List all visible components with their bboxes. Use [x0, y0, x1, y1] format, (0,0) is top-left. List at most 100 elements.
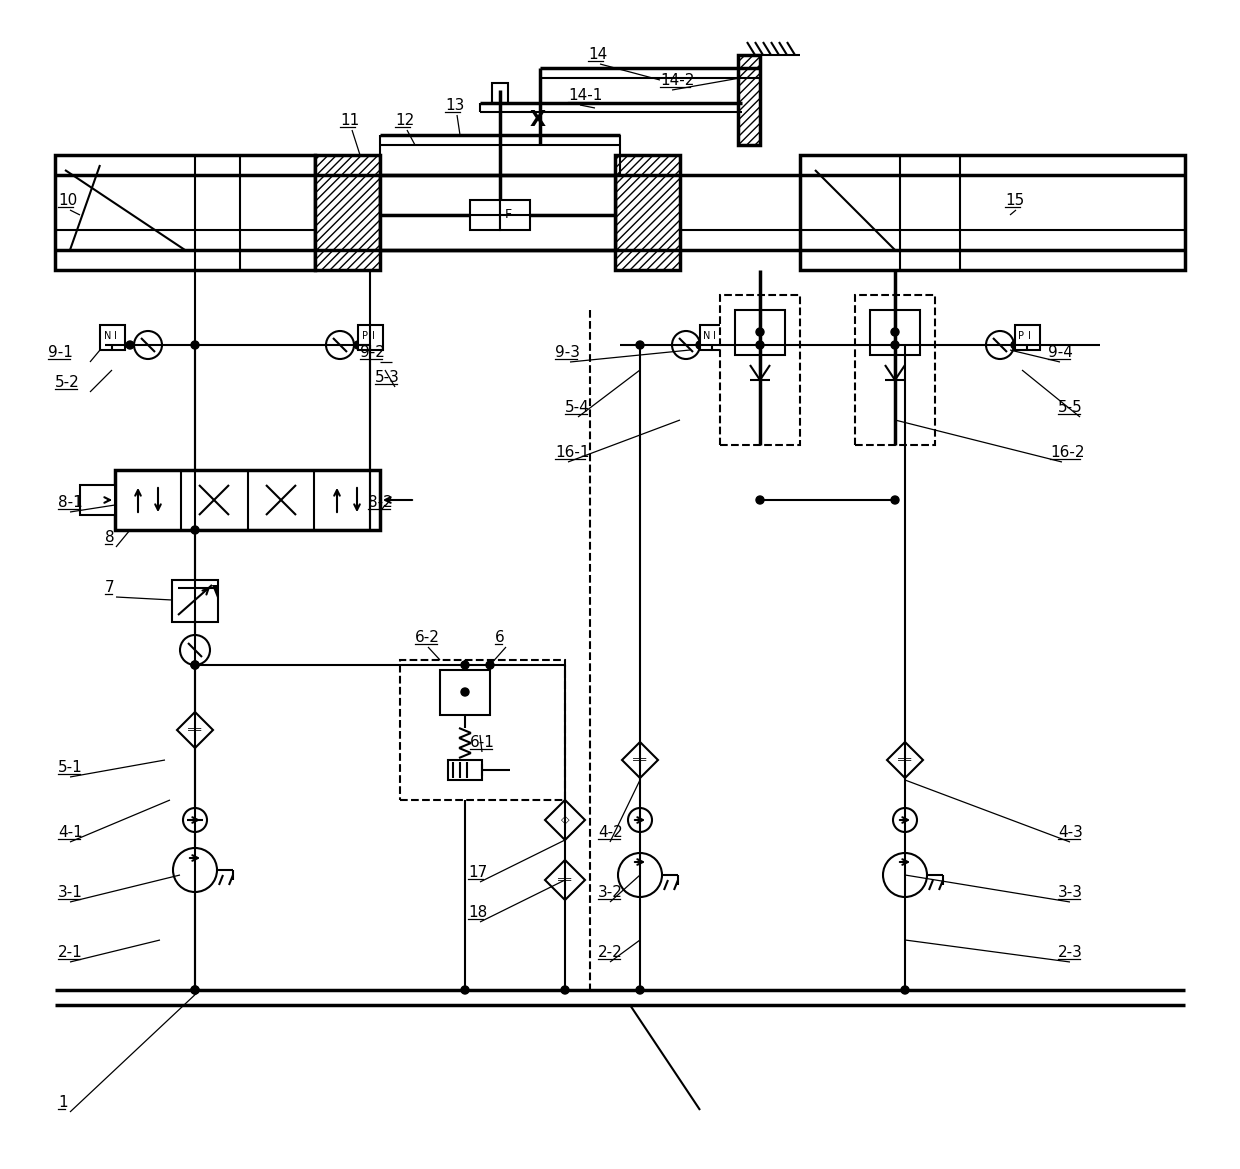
Bar: [1016, 325, 1040, 350]
Circle shape: [883, 853, 928, 897]
Text: 8-1: 8-1: [58, 494, 83, 510]
Text: 10: 10: [58, 193, 77, 208]
Text: 9-3: 9-3: [556, 345, 580, 360]
Circle shape: [627, 808, 652, 832]
Circle shape: [756, 341, 764, 350]
Text: 5-3: 5-3: [374, 371, 399, 385]
Bar: [401, 660, 565, 800]
Text: 3-2: 3-2: [598, 885, 622, 900]
Text: 6: 6: [495, 630, 505, 645]
Circle shape: [191, 985, 198, 994]
Text: I: I: [1028, 331, 1030, 341]
Text: 3-1: 3-1: [58, 885, 83, 900]
Circle shape: [756, 328, 764, 336]
Text: 3-3: 3-3: [1058, 885, 1083, 900]
Text: 2-2: 2-2: [598, 945, 622, 960]
Text: 8-2: 8-2: [368, 494, 393, 510]
Bar: [735, 310, 785, 355]
Bar: [870, 310, 920, 355]
Polygon shape: [177, 712, 213, 748]
Text: 4-1: 4-1: [58, 825, 83, 841]
Bar: [492, 83, 508, 103]
Bar: [856, 295, 935, 445]
Bar: [55, 155, 315, 270]
Circle shape: [892, 496, 899, 504]
Bar: [81, 485, 115, 516]
Polygon shape: [212, 584, 218, 600]
Text: P: P: [362, 331, 368, 341]
Bar: [448, 760, 482, 780]
Circle shape: [366, 341, 374, 350]
Circle shape: [892, 328, 899, 336]
Circle shape: [180, 635, 210, 665]
Circle shape: [560, 985, 569, 994]
Circle shape: [901, 985, 909, 994]
Circle shape: [486, 660, 494, 669]
Text: 14: 14: [588, 47, 608, 62]
Circle shape: [696, 341, 704, 350]
Bar: [358, 325, 383, 350]
Text: 4-3: 4-3: [1058, 825, 1083, 841]
Bar: [440, 670, 490, 715]
Text: X: X: [529, 110, 546, 130]
Circle shape: [126, 341, 134, 350]
Bar: [615, 155, 680, 270]
Circle shape: [893, 808, 918, 832]
Text: 15: 15: [1004, 193, 1024, 208]
Polygon shape: [546, 800, 585, 841]
Bar: [470, 200, 500, 230]
Circle shape: [191, 660, 198, 669]
Circle shape: [461, 985, 469, 994]
Text: 2-1: 2-1: [58, 945, 83, 960]
Text: 9-2: 9-2: [360, 345, 384, 360]
Text: 8: 8: [105, 530, 114, 545]
Circle shape: [636, 985, 644, 994]
Text: ==: ==: [557, 876, 573, 885]
Text: 4-2: 4-2: [598, 825, 622, 841]
Text: 2-3: 2-3: [1058, 945, 1083, 960]
Text: 16-1: 16-1: [556, 445, 589, 459]
Circle shape: [191, 985, 198, 994]
Circle shape: [618, 853, 662, 897]
Bar: [379, 175, 615, 250]
Text: 7: 7: [105, 580, 114, 595]
Circle shape: [191, 526, 198, 534]
Text: 17: 17: [467, 865, 487, 880]
Circle shape: [636, 341, 644, 350]
Text: P: P: [1018, 331, 1024, 341]
Circle shape: [326, 331, 353, 359]
Text: 5-1: 5-1: [58, 760, 83, 775]
Text: ==: ==: [632, 755, 649, 765]
Text: 6-1: 6-1: [470, 735, 495, 750]
Text: ==: ==: [187, 725, 203, 735]
Text: 14-1: 14-1: [568, 88, 603, 103]
Text: F: F: [505, 208, 512, 221]
Text: I: I: [372, 331, 374, 341]
Polygon shape: [546, 860, 585, 900]
Circle shape: [461, 660, 469, 669]
Bar: [100, 325, 125, 350]
Text: 16-2: 16-2: [1050, 445, 1085, 459]
Circle shape: [986, 331, 1014, 359]
Bar: [738, 55, 760, 145]
Text: I: I: [713, 331, 715, 341]
Bar: [800, 155, 1185, 270]
Text: 9-4: 9-4: [1048, 345, 1073, 360]
Text: N: N: [703, 331, 711, 341]
Circle shape: [134, 331, 162, 359]
Circle shape: [756, 496, 764, 504]
Text: 6-2: 6-2: [415, 630, 440, 645]
Circle shape: [1011, 341, 1019, 350]
Text: I: I: [114, 331, 117, 341]
Text: 12: 12: [396, 113, 414, 127]
Text: 13: 13: [445, 98, 464, 113]
Text: 9-1: 9-1: [48, 345, 73, 360]
Bar: [172, 580, 218, 622]
Text: 11: 11: [340, 113, 360, 127]
Polygon shape: [887, 742, 923, 779]
Circle shape: [672, 331, 701, 359]
Circle shape: [353, 341, 362, 350]
Circle shape: [174, 848, 217, 892]
Text: 5-5: 5-5: [1058, 400, 1083, 415]
Text: ==: ==: [897, 755, 913, 765]
